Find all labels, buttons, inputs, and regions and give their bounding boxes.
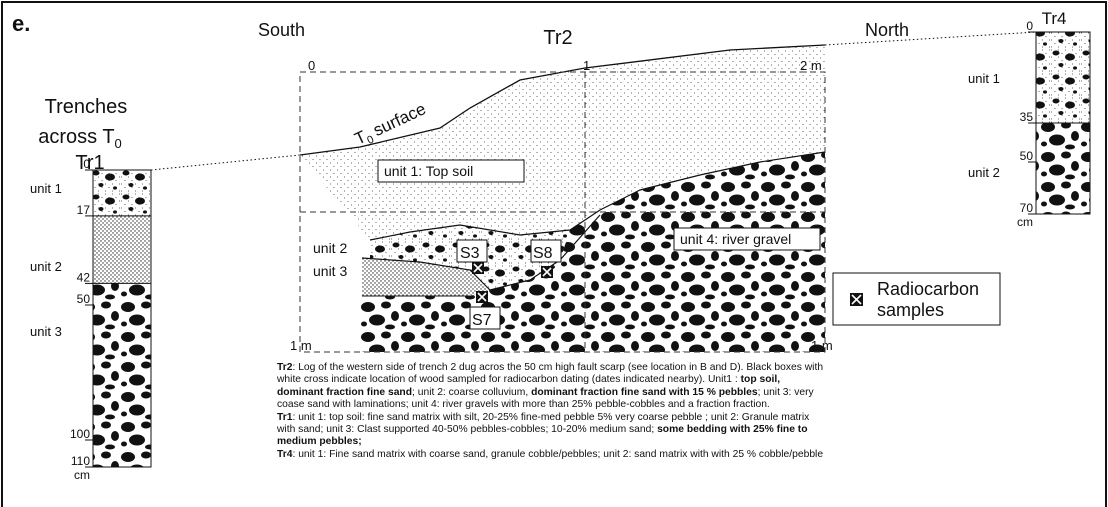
column-unit — [93, 170, 151, 216]
unit-label: unit 4: river gravel — [680, 231, 791, 247]
depth-label: 17 — [77, 203, 91, 217]
correlation-line — [824, 31, 1037, 46]
caption-text: ; unit 2: coarse colluvium, — [412, 386, 532, 398]
scale-label: 1 — [583, 58, 590, 73]
legend-cross — [851, 294, 862, 305]
sample-box — [530, 239, 562, 263]
caption: Tr2: Log of the western side of trench 2… — [277, 362, 829, 461]
column-unit — [1036, 123, 1090, 214]
depth-unit: cm — [74, 468, 90, 482]
depth-unit: cm — [1017, 215, 1033, 229]
depth-label: 70 — [1020, 201, 1034, 215]
caption-text: some bedding with 25% fine to medium peb… — [277, 424, 808, 448]
tr1-name: Tr1 — [75, 152, 104, 174]
legend-text: Radiocarbon — [877, 279, 979, 299]
scale-label: 1 m — [811, 338, 833, 353]
unit3-sand — [362, 258, 490, 296]
tr1-heading: across T0 — [38, 126, 122, 151]
unit-label: unit 3 — [30, 324, 62, 339]
unit-label: unit 2 — [968, 165, 1000, 180]
tr1-heading-text: across T — [38, 126, 114, 148]
caption-paragraph: Tr4: unit 1: Fine sand matrix with coars… — [277, 449, 829, 461]
caption-text: Tr1 — [277, 411, 293, 423]
scale-label: 2 m — [800, 58, 822, 73]
sample-cross — [477, 292, 487, 302]
caption-text: dominant fraction fine sand with 15 % pe… — [531, 386, 758, 398]
label-box — [673, 227, 821, 251]
sample-label: S8 — [533, 245, 553, 262]
unit-label: unit 1 — [30, 181, 62, 196]
surface-line — [299, 44, 826, 156]
correlation-line — [150, 154, 301, 171]
sample-label: S7 — [472, 312, 492, 329]
unit1-topsoil — [300, 45, 825, 240]
depth-label: 42 — [77, 270, 91, 284]
label-box — [377, 159, 525, 183]
depth-label: 35 — [1020, 110, 1034, 124]
unit-label: unit 3 — [313, 263, 347, 279]
caption-text: : unit 1: top soil: fine sand matrix wit… — [277, 411, 810, 436]
sample-cross — [542, 267, 552, 277]
tr4-name: Tr4 — [1042, 9, 1067, 28]
column-unit — [93, 283, 151, 467]
column-unit — [93, 215, 151, 284]
depth-label: 50 — [1020, 149, 1034, 163]
direction-south: South — [258, 20, 305, 40]
unit-label: unit 2 — [30, 259, 62, 274]
surface-label-subscript: 0 — [365, 133, 376, 146]
caption-text: top soil, dominant fraction fine sand — [277, 374, 781, 398]
column-unit — [1036, 32, 1090, 123]
scale-label: 0 — [308, 58, 315, 73]
tr1-heading-subscript: 0 — [115, 136, 122, 151]
depth-label: 0 — [1026, 19, 1033, 33]
scale-label: 1 m — [290, 338, 312, 353]
tr1-heading: Trenches — [45, 96, 128, 118]
caption-paragraph: Tr2: Log of the western side of trench 2… — [277, 362, 829, 412]
depth-label: 100 — [70, 427, 90, 441]
depth-label: 50 — [77, 292, 91, 306]
caption-text: Tr4 — [277, 448, 293, 460]
sample-label: S3 — [460, 245, 480, 262]
caption-text: Tr2 — [277, 362, 293, 373]
unit-label: unit 2 — [313, 240, 347, 256]
direction-north: North — [865, 20, 909, 40]
column-outline — [92, 169, 152, 468]
caption-text: : Log of the western side of trench 2 du… — [277, 362, 824, 386]
caption-paragraph: Tr1: unit 1: top soil: fine sand matrix … — [277, 412, 829, 449]
sample-box — [469, 306, 501, 330]
caption-text: : unit 1: Fine sand matrix with coarse s… — [292, 448, 824, 460]
sample-cross — [473, 263, 483, 273]
depth-label: 110 — [71, 454, 90, 468]
unit-label: unit 1 — [968, 71, 1000, 86]
depth-label: 0 — [83, 157, 90, 171]
tr2-name: Tr2 — [543, 27, 572, 49]
legend-text: samples — [877, 300, 944, 320]
unit-label: unit 1: Top soil — [384, 163, 473, 179]
panel-label: e. — [12, 11, 30, 36]
caption-text: ; unit 3: very coase sand with laminatio… — [277, 386, 814, 411]
unit-boundary — [369, 151, 826, 241]
